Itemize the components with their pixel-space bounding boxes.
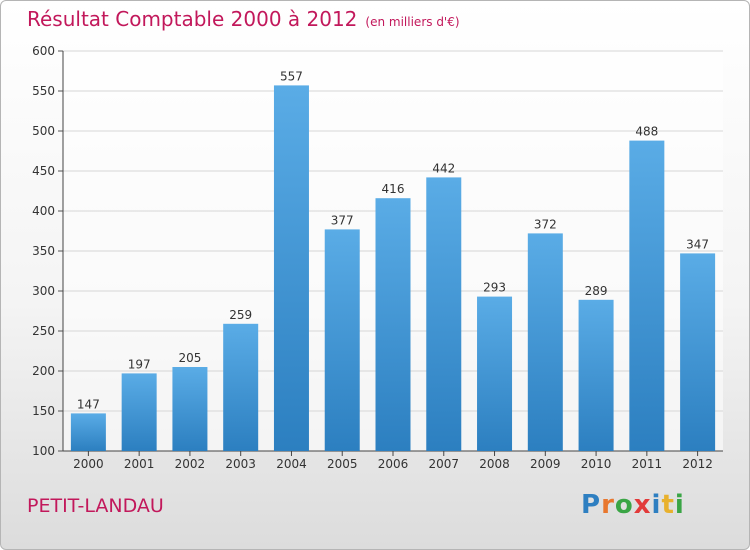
bar-value-label: 293 [483, 281, 506, 295]
bar-value-label: 377 [331, 213, 354, 227]
bar [680, 253, 716, 451]
logo-letter: i [674, 490, 685, 520]
logo-letter: i [651, 490, 662, 520]
bar [527, 233, 563, 451]
x-tick-label: 2003 [225, 457, 256, 471]
x-tick-label: 2002 [175, 457, 206, 471]
y-tick-label: 150 [32, 404, 55, 418]
x-tick-label: 2006 [378, 457, 409, 471]
bar [477, 296, 513, 451]
x-tick-label: 2010 [581, 457, 612, 471]
y-tick-label: 550 [32, 84, 55, 98]
x-tick-label: 2012 [682, 457, 713, 471]
y-tick-label: 400 [32, 204, 55, 218]
bar-value-label: 259 [229, 308, 252, 322]
bar [375, 198, 411, 451]
bar-value-label: 197 [128, 357, 151, 371]
logo-letter: x [633, 490, 652, 520]
bar-value-label: 372 [534, 217, 557, 231]
y-tick-label: 450 [32, 164, 55, 178]
bar-value-label: 205 [178, 351, 201, 365]
bar [223, 323, 259, 451]
bar-value-label: 416 [382, 182, 405, 196]
x-tick-label: 2007 [428, 457, 459, 471]
x-tick-label: 2005 [327, 457, 358, 471]
bar [172, 367, 208, 451]
logo-letter: o [614, 490, 634, 520]
y-tick-label: 500 [32, 124, 55, 138]
y-tick-label: 250 [32, 324, 55, 338]
logo-letter: r [601, 490, 615, 520]
bar [324, 229, 360, 451]
chart-title-text: Résultat Comptable 2000 à 2012 [27, 7, 358, 31]
bar [578, 299, 614, 451]
y-tick-label: 200 [32, 364, 55, 378]
bar-value-label: 147 [77, 397, 100, 411]
chart-subtitle: (en milliers d'€) [365, 15, 460, 29]
logo-letter: t [661, 490, 675, 520]
bar [273, 85, 309, 452]
bar [70, 413, 106, 451]
y-tick-label: 350 [32, 244, 55, 258]
bar-value-label: 289 [585, 284, 608, 298]
town-name: PETIT-LANDAU [27, 495, 164, 517]
x-tick-label: 2009 [530, 457, 561, 471]
bar [121, 373, 157, 451]
bar-value-label: 347 [686, 237, 709, 251]
x-tick-label: 2001 [124, 457, 155, 471]
chart-title: Résultat Comptable 2000 à 2012 (en millie… [27, 7, 460, 31]
proxiti-logo: Proxiti [581, 490, 685, 520]
x-tick-label: 2000 [73, 457, 104, 471]
x-tick-label: 2008 [479, 457, 510, 471]
y-tick-label: 600 [32, 44, 55, 58]
bar-value-label: 557 [280, 69, 303, 83]
bar [426, 177, 462, 451]
bar-value-label: 488 [635, 125, 658, 139]
bar-value-label: 442 [432, 161, 455, 175]
y-tick-label: 100 [32, 444, 55, 458]
bar [629, 140, 665, 451]
logo-letter: P [581, 490, 602, 520]
y-tick-label: 300 [32, 284, 55, 298]
x-tick-label: 2004 [276, 457, 307, 471]
x-tick-label: 2011 [632, 457, 663, 471]
